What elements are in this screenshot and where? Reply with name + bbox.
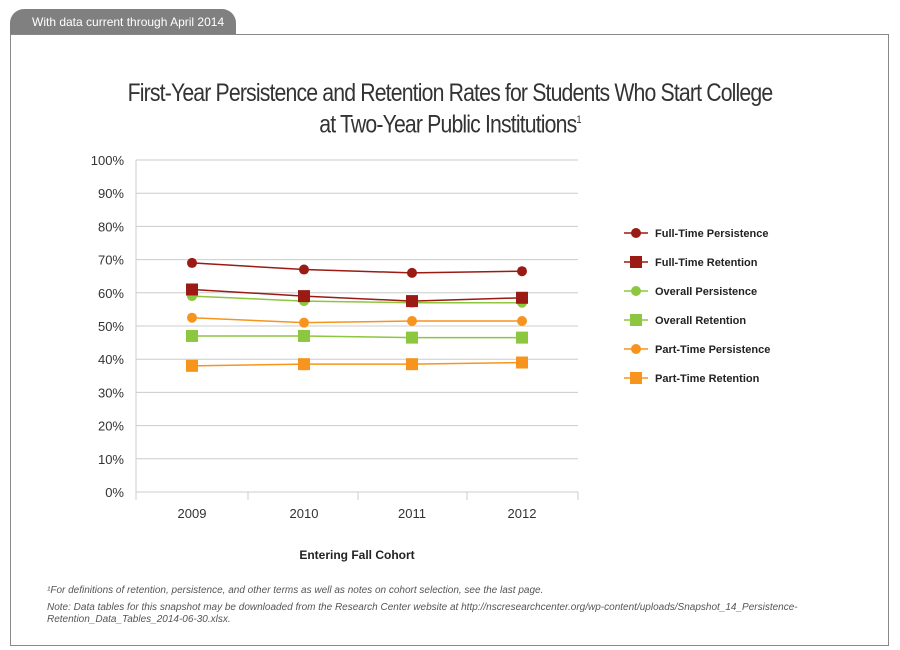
footnote-1: ¹For definitions of retention, persisten… xyxy=(47,585,544,596)
data-point xyxy=(186,329,198,342)
title-line-2: at Two-Year Public Institutions xyxy=(319,110,577,139)
data-point xyxy=(516,356,528,369)
series-line xyxy=(191,295,522,304)
y-tick-label: 100% xyxy=(91,153,125,168)
data-point xyxy=(298,329,310,342)
data-point xyxy=(406,358,418,371)
data-point xyxy=(516,291,528,304)
y-tick-label: 10% xyxy=(98,452,124,467)
y-tick-label: 30% xyxy=(98,385,124,400)
x-tick-label: 2009 xyxy=(178,506,207,521)
y-tick-label: 0% xyxy=(105,485,124,500)
title-line-1: First-Year Persistence and Retention Rat… xyxy=(127,79,774,107)
x-tick-label: 2011 xyxy=(398,506,426,521)
chart-title: First-Year Persistence and Retention Rat… xyxy=(68,80,833,138)
series-line xyxy=(191,262,523,274)
legend-marker xyxy=(631,228,641,238)
y-tick-label: 40% xyxy=(98,352,124,367)
legend-marker xyxy=(631,344,641,354)
legend-label: Part-Time Retention xyxy=(655,373,760,385)
data-point xyxy=(516,331,528,344)
data-point xyxy=(517,316,527,327)
data-point xyxy=(406,331,418,344)
y-tick-label: 60% xyxy=(98,286,124,301)
footnote-note: Note: Data tables for this snapshot may … xyxy=(47,602,798,625)
data-point xyxy=(407,267,417,278)
legend-marker xyxy=(630,256,642,268)
y-tick-label: 70% xyxy=(98,253,124,268)
x-axis-label: Entering Fall Cohort xyxy=(299,548,414,562)
data-point xyxy=(299,264,309,275)
data-currency-tab: With data current through April 2014 xyxy=(10,9,236,35)
x-tick-label: 2010 xyxy=(290,506,319,521)
data-point xyxy=(517,266,527,277)
y-tick-label: 90% xyxy=(98,186,124,201)
series-line xyxy=(191,316,522,324)
series-line xyxy=(191,288,523,302)
legend-marker xyxy=(631,286,641,296)
y-tick-label: 80% xyxy=(98,219,124,234)
data-point xyxy=(187,257,197,268)
legend-label: Part-Time Persistence xyxy=(655,344,770,356)
y-tick-label: 50% xyxy=(98,319,124,334)
data-point xyxy=(407,316,417,327)
legend-label: Overall Persistence xyxy=(655,286,757,298)
legend-marker xyxy=(630,372,642,384)
data-point xyxy=(298,358,310,371)
data-point xyxy=(299,317,309,328)
data-point xyxy=(187,312,197,323)
data-point xyxy=(298,290,310,303)
legend-label: Full-Time Persistence xyxy=(655,228,769,240)
legend-marker xyxy=(630,314,642,326)
series-line xyxy=(192,335,522,339)
chart-frame xyxy=(10,34,889,646)
x-tick-label: 2012 xyxy=(508,506,537,521)
legend-label: Full-Time Retention xyxy=(655,257,758,269)
data-point xyxy=(406,295,418,308)
y-tick-label: 20% xyxy=(98,419,124,434)
series-line xyxy=(191,361,523,367)
data-point xyxy=(186,359,198,372)
legend-label: Overall Retention xyxy=(655,315,746,327)
data-point xyxy=(186,283,198,296)
title-footnote-mark: 1 xyxy=(576,114,581,126)
